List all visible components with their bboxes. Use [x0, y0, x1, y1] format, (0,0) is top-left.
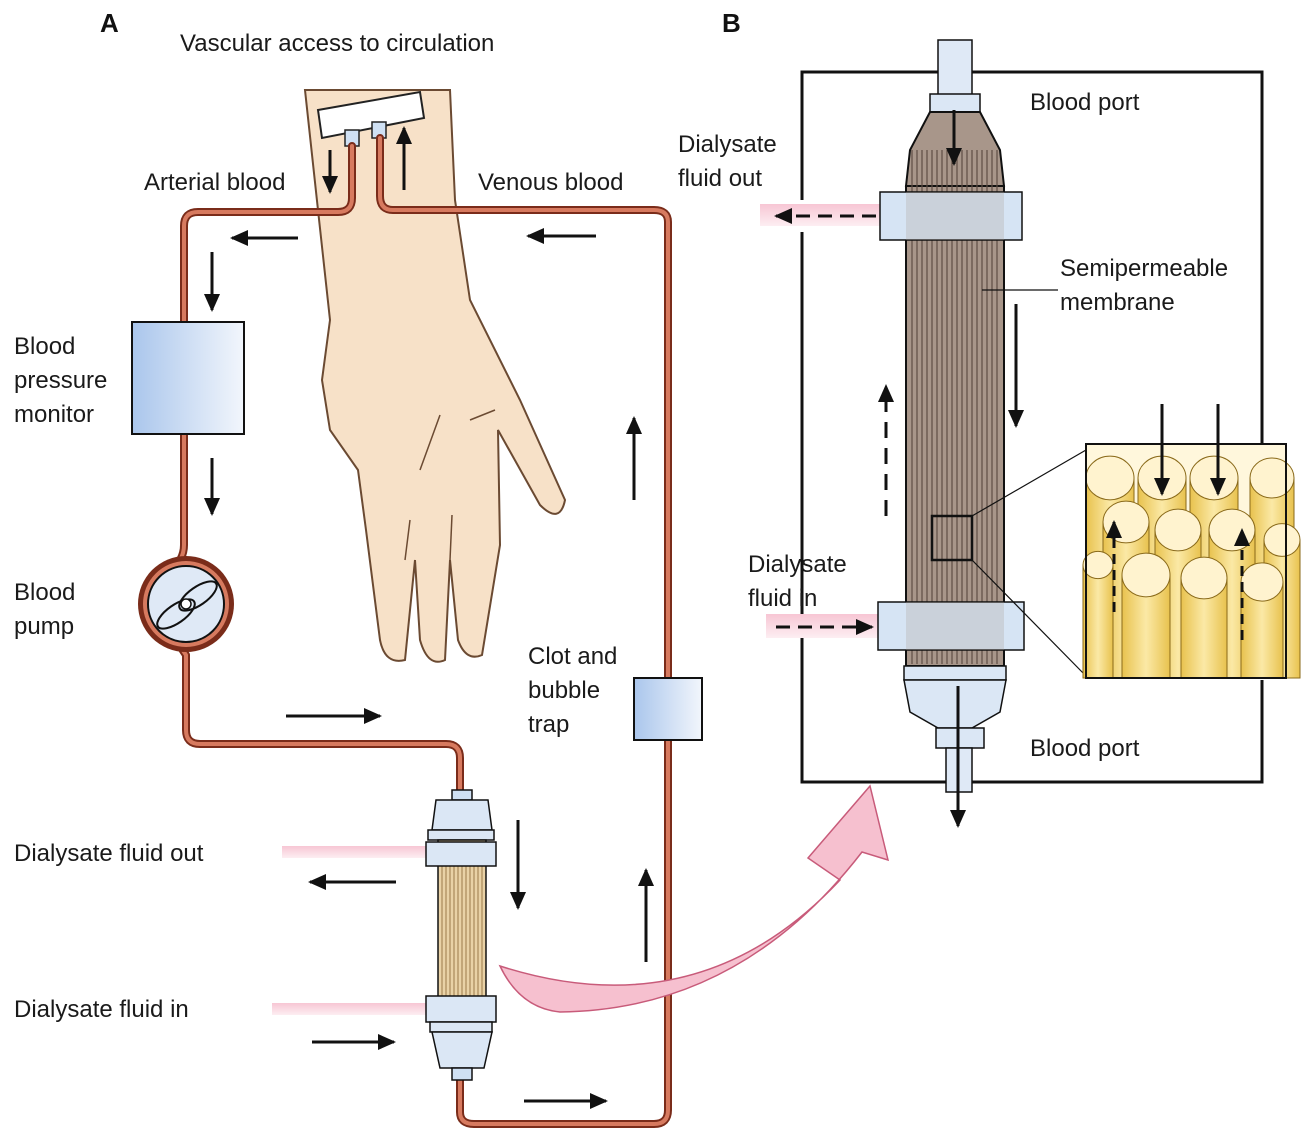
label-blood-pump-line: pump: [14, 613, 75, 640]
label-dialysate-out-b-line: fluid out: [678, 165, 763, 192]
magnify-lines: [971, 289, 1087, 677]
label-dialysate-out-b-line: Dialysate: [678, 131, 777, 158]
flow-arrows-b: [774, 110, 1024, 828]
label-membrane-line: membrane: [1060, 289, 1175, 316]
label-dialysate-out-b: Dialysate fluid out: [678, 128, 777, 196]
label-blood-port-bottom: Blood port: [1030, 735, 1140, 762]
panel-label-a: A: [100, 8, 119, 38]
label-membrane-line: Semipermeable: [1060, 255, 1229, 282]
label-dialysate-in-a: Dialysate fluid in: [14, 996, 189, 1023]
label-blood-pump-line: Blood: [14, 579, 76, 606]
label-dialysate-out-a: Dialysate fluid out: [14, 840, 204, 867]
label-dialysate-in-b-line: Dialysate: [748, 551, 847, 578]
label-bp-monitor-line: monitor: [14, 401, 95, 428]
label-bp-monitor-line: pressure: [14, 367, 108, 394]
label-blood-pump: Blood pump: [14, 576, 75, 644]
dialyzer-small: [272, 789, 497, 1081]
blood-pressure-monitor-box: [131, 321, 245, 435]
frame-lines-b: [800, 70, 1264, 784]
label-vascular-access: Vascular access to circulation: [180, 30, 495, 57]
hand-illustration: [303, 89, 567, 663]
label-bp-monitor: Blood pressure monitor: [14, 330, 107, 432]
flow-arrows-a: [204, 126, 654, 1109]
label-clot-trap: Clot and bubble trap: [528, 640, 617, 742]
panel-label-b: B: [722, 8, 741, 38]
membrane-fiber: [1082, 550, 1114, 679]
zoom-arrow: [498, 784, 890, 1013]
label-clot-trap-line: Clot and: [528, 643, 618, 670]
label-membrane: Semipermeable membrane: [1060, 252, 1228, 320]
membrane-fiber: [1240, 562, 1284, 679]
membrane-fiber: [1180, 556, 1228, 679]
dialyzer-large: [877, 39, 1025, 793]
membrane-inset: [1082, 404, 1301, 679]
label-dialysate-in-b: Dialysate fluid in: [748, 548, 847, 616]
label-dialysate-in-b-line: fluid in: [748, 585, 818, 612]
label-bp-monitor-line: Blood: [14, 333, 76, 360]
label-blood-port-top: Blood port: [1030, 89, 1140, 116]
label-arterial-blood: Arterial blood: [144, 169, 286, 196]
blood-pump: [138, 556, 234, 652]
membrane-fiber: [1121, 552, 1171, 679]
label-clot-trap-line: trap: [528, 711, 570, 738]
clot-bubble-trap-box: [633, 677, 703, 741]
label-clot-trap-line: bubble: [528, 677, 601, 704]
label-venous-blood: Venous blood: [478, 169, 624, 196]
